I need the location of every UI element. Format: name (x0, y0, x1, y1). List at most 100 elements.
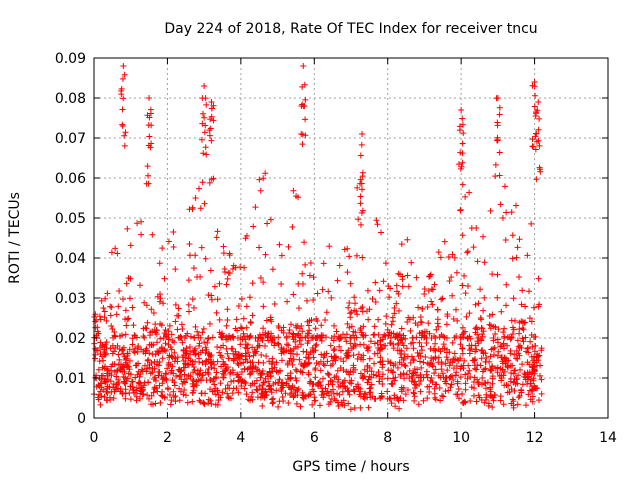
data-point (426, 273, 433, 280)
data-point (309, 401, 316, 408)
data-point (235, 303, 242, 310)
data-point (206, 127, 213, 134)
data-point (148, 392, 155, 399)
data-point (498, 372, 505, 379)
data-point (257, 274, 264, 281)
data-point (397, 371, 404, 378)
data-point (279, 394, 286, 401)
data-point (307, 260, 314, 267)
data-point (269, 266, 276, 273)
data-point (426, 388, 433, 395)
data-point (370, 371, 377, 378)
data-point (500, 329, 507, 336)
data-point (267, 314, 274, 321)
data-point (403, 371, 410, 378)
data-point (217, 380, 224, 387)
data-point (260, 303, 267, 310)
data-point (115, 351, 122, 358)
data-point (238, 352, 245, 359)
data-point (267, 334, 274, 341)
data-point (100, 357, 107, 364)
data-point (213, 369, 220, 376)
data-point (268, 396, 275, 403)
data-point (141, 334, 148, 341)
data-point (435, 354, 442, 361)
y-tick-label: 0.01 (55, 371, 86, 387)
data-point (470, 379, 477, 386)
data-point (464, 249, 471, 256)
data-point (496, 149, 503, 156)
data-point (524, 359, 531, 366)
data-point (171, 339, 178, 346)
data-point (168, 353, 175, 360)
data-point (220, 243, 227, 250)
data-point (337, 382, 344, 389)
data-point (471, 357, 478, 364)
data-point (182, 392, 189, 399)
data-point (381, 331, 388, 338)
data-point (141, 362, 148, 369)
data-point (182, 349, 189, 356)
data-point (335, 403, 342, 410)
data-point (459, 399, 466, 406)
data-point (355, 216, 362, 223)
data-point (192, 323, 199, 330)
data-point (509, 330, 516, 337)
data-point (441, 345, 448, 352)
data-point (201, 129, 208, 136)
data-point (223, 281, 230, 288)
data-point (233, 385, 240, 392)
data-point (519, 335, 526, 342)
data-point (117, 333, 124, 340)
data-point (431, 370, 438, 377)
data-point (426, 273, 433, 280)
data-point (232, 348, 239, 355)
data-point (289, 333, 296, 340)
data-point (234, 335, 241, 341)
data-point (300, 392, 307, 399)
data-point (510, 370, 517, 377)
data-point (389, 380, 396, 387)
data-point (410, 345, 417, 352)
data-point (160, 334, 167, 341)
data-point (474, 376, 481, 383)
data-point (448, 274, 455, 281)
data-point (299, 328, 306, 335)
data-point (451, 334, 458, 341)
y-tick-label: 0.08 (55, 91, 86, 107)
data-point (310, 354, 317, 361)
data-point (214, 344, 221, 351)
data-point (433, 381, 440, 388)
data-point (219, 334, 226, 341)
data-point (111, 328, 118, 335)
data-point (456, 395, 463, 402)
data-point (196, 370, 203, 377)
data-point (452, 372, 459, 379)
data-point (175, 334, 182, 341)
data-point (121, 368, 128, 375)
data-point (144, 357, 151, 364)
data-point (107, 312, 114, 319)
data-point (434, 316, 441, 323)
data-point (276, 376, 283, 383)
data-point (203, 377, 210, 384)
data-point (396, 405, 403, 412)
data-point (243, 303, 250, 310)
data-point (529, 386, 536, 393)
data-point (412, 384, 419, 391)
data-point (207, 116, 214, 123)
data-point (344, 245, 351, 252)
data-point (108, 322, 115, 329)
data-point (351, 388, 358, 395)
data-point (122, 129, 129, 136)
data-point (224, 306, 231, 313)
data-point (366, 355, 373, 362)
data-point (387, 359, 394, 366)
data-point (415, 304, 422, 311)
data-point (285, 243, 292, 250)
data-point (176, 366, 183, 373)
data-point (497, 365, 504, 372)
data-point (323, 309, 330, 316)
data-point (266, 369, 273, 376)
data-point (165, 238, 172, 245)
